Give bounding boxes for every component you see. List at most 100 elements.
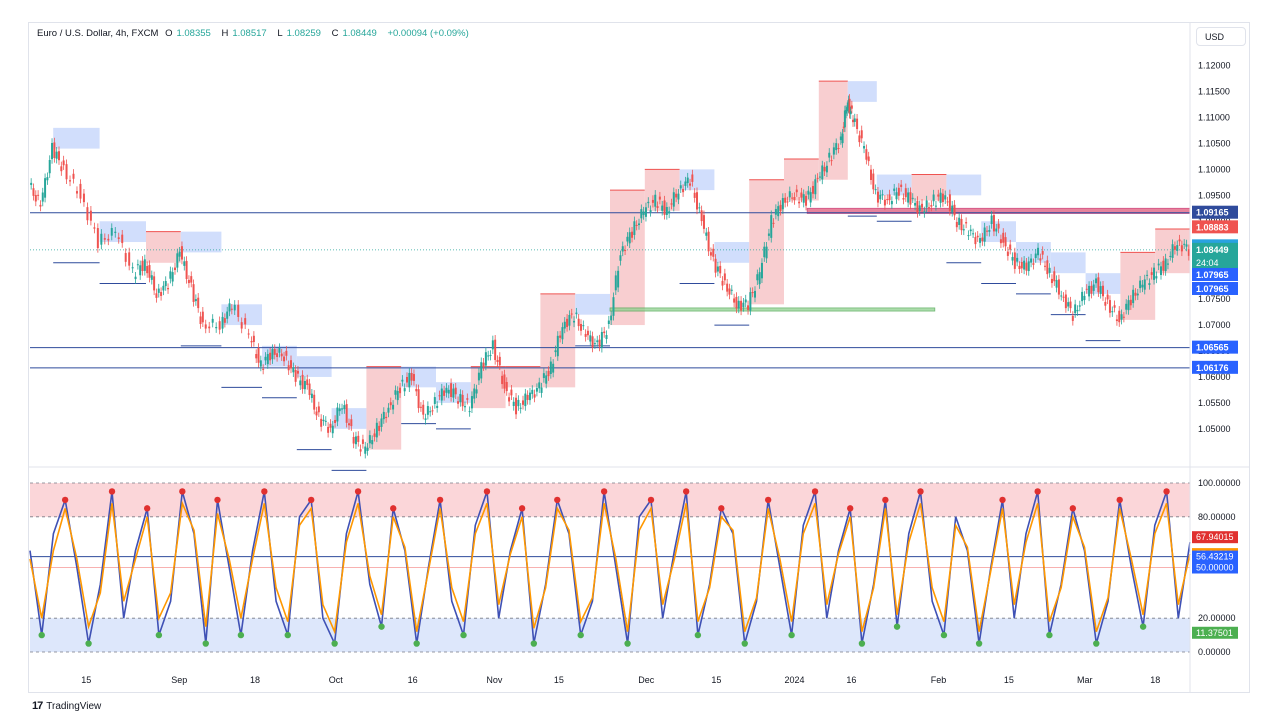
candle-body (368, 435, 371, 444)
candle-body (842, 126, 845, 128)
candle-body (51, 142, 54, 160)
candle-body (199, 316, 202, 325)
candle-body (299, 380, 302, 386)
candle-body (1155, 276, 1158, 279)
price-label-text: 1.06565 (1196, 343, 1229, 353)
candle-body (164, 280, 167, 287)
candle-body (795, 189, 798, 193)
candle-body (675, 193, 678, 198)
candle-body (990, 215, 993, 224)
overbought-marker (1034, 488, 1041, 495)
demand-box (714, 242, 750, 263)
candle-body (1139, 280, 1142, 289)
price-label-text: 1.08449 (1196, 245, 1229, 255)
oversold-marker (460, 631, 467, 639)
candle-body (329, 423, 332, 428)
candle-body (552, 363, 555, 373)
overbought-marker (390, 505, 397, 512)
candle-body (269, 352, 272, 361)
candle-body (895, 192, 898, 200)
candle-body (830, 160, 833, 162)
candle-body (278, 348, 281, 353)
candle-body (468, 411, 471, 413)
candle-body (1071, 315, 1074, 321)
candle-body (1129, 299, 1132, 306)
candle-body (930, 205, 933, 207)
candle-body (974, 237, 977, 245)
candle-body (955, 221, 958, 228)
brand-name: TradingView (46, 700, 102, 712)
price-label-text: 1.07965 (1196, 270, 1229, 280)
candle-body (881, 194, 884, 196)
candle-body (575, 312, 578, 314)
candle-body (723, 273, 726, 281)
candle-body (410, 372, 413, 381)
candle-body (670, 203, 673, 205)
currency-button[interactable]: USD (1196, 27, 1246, 46)
price-tick-label: 1.05500 (1198, 398, 1231, 408)
candle-body (1060, 295, 1063, 297)
candle-body (96, 228, 99, 249)
candle-body (422, 404, 425, 415)
candle-body (438, 395, 441, 397)
candle-body (46, 177, 49, 181)
candle-body (582, 325, 585, 327)
candle-body (607, 320, 610, 325)
candle-body (39, 204, 42, 207)
candle-body (233, 304, 236, 311)
candle-body (178, 251, 181, 257)
candle-body (1085, 288, 1088, 290)
candle-body (668, 211, 671, 214)
candle-body (100, 233, 103, 245)
candle-body (816, 177, 819, 179)
candle-body (480, 362, 483, 379)
stoch-label-badge (1192, 561, 1238, 574)
support-zone (609, 307, 936, 312)
tradingview-footer[interactable]: 17 TradingView (32, 700, 101, 712)
ohlc-open: O 1.08355 (165, 28, 211, 39)
candle-body (995, 228, 998, 232)
candle-body (805, 195, 808, 206)
candle-body (1099, 286, 1102, 294)
candle-body (649, 210, 652, 212)
candle-body (331, 425, 334, 434)
candle-body (969, 229, 972, 232)
candle-body (124, 253, 127, 262)
overbought-marker (518, 505, 526, 512)
candle-body (749, 292, 752, 311)
candle-body (110, 228, 113, 236)
price-tick-label: 1.07000 (1198, 320, 1231, 330)
candle-body (361, 439, 364, 444)
candle-body (1048, 267, 1051, 273)
demand-box (679, 169, 715, 191)
candle-body (1076, 309, 1079, 312)
candle-body (461, 394, 464, 407)
supply-box (1120, 252, 1156, 320)
demand-box (331, 408, 367, 429)
candle-body (306, 379, 309, 386)
candle-body (740, 300, 743, 311)
price-tick-label: 1.11000 (1198, 112, 1230, 122)
candle-body (259, 360, 262, 367)
candle-body (981, 237, 984, 242)
supply-box (610, 190, 645, 326)
overbought-marker (882, 496, 889, 504)
candle-body (672, 192, 675, 207)
candle-body (867, 156, 870, 162)
candle-body (436, 405, 439, 408)
candle-body (1185, 244, 1188, 247)
candle-body (1083, 295, 1086, 301)
candle-body (728, 288, 731, 295)
candle-body (691, 174, 694, 182)
candle-body (103, 238, 106, 240)
candle-body (686, 177, 689, 184)
candle-body (283, 356, 286, 362)
candle-body (292, 367, 295, 373)
candle-body (266, 354, 269, 365)
oversold-marker (1093, 640, 1100, 647)
time-tick-label: Sep (171, 675, 187, 685)
candle-body (62, 160, 65, 166)
candle-body (82, 193, 85, 203)
candle-body (72, 173, 75, 179)
